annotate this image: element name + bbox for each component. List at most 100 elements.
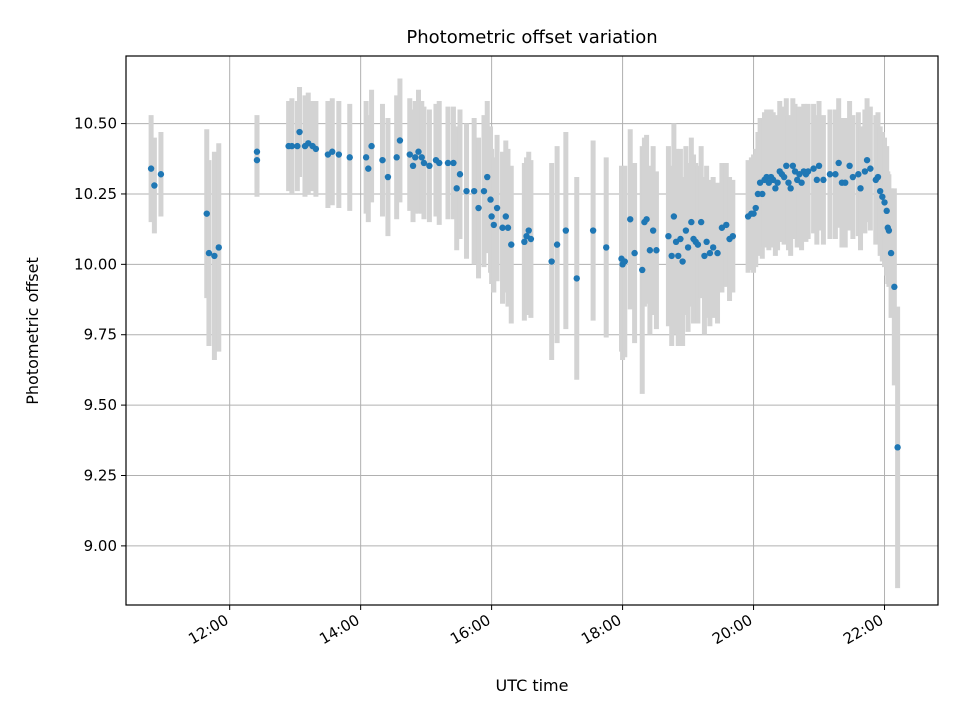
- data-point: [463, 187, 470, 195]
- data-point: [887, 249, 895, 257]
- data-point: [362, 154, 370, 161]
- data-point: [490, 221, 498, 229]
- data-point: [714, 249, 721, 257]
- data-point: [488, 213, 495, 220]
- data-point: [846, 162, 853, 169]
- data-point: [205, 249, 213, 257]
- data-point: [409, 162, 417, 169]
- data-point: [412, 154, 419, 161]
- data-point: [502, 213, 510, 220]
- data-point: [211, 252, 218, 260]
- data-point: [329, 148, 336, 155]
- data-point: [508, 241, 515, 248]
- data-point: [649, 227, 657, 234]
- data-point: [861, 168, 869, 175]
- data-point: [215, 244, 222, 251]
- data-point: [603, 244, 610, 251]
- data-point: [203, 210, 210, 217]
- data-point: [553, 241, 561, 248]
- data-point: [785, 179, 792, 186]
- data-point: [701, 252, 708, 260]
- y-tick-label: 10.00: [74, 255, 117, 273]
- data-point: [147, 165, 155, 172]
- data-point: [857, 185, 864, 192]
- data-point: [527, 235, 535, 243]
- y-tick-label: 10.25: [74, 185, 117, 203]
- data-point: [752, 204, 759, 212]
- data-point: [573, 275, 580, 282]
- data-point: [813, 176, 821, 184]
- data-point: [697, 218, 705, 226]
- data-point: [670, 213, 678, 220]
- data-point: [294, 142, 301, 150]
- data-point: [810, 165, 817, 172]
- data-point: [759, 190, 766, 198]
- data-point: [453, 185, 460, 192]
- data-point: [450, 159, 457, 167]
- data-point: [789, 162, 797, 169]
- data-point: [365, 165, 372, 172]
- data-point: [589, 227, 597, 234]
- data-point: [480, 187, 488, 195]
- data-point: [729, 232, 737, 240]
- data-point: [820, 176, 827, 184]
- data-point: [470, 187, 478, 195]
- data-point: [675, 252, 682, 260]
- data-points: [147, 128, 901, 451]
- data-point: [885, 227, 893, 234]
- data-point: [484, 173, 491, 181]
- data-point: [881, 199, 888, 206]
- data-point: [627, 216, 634, 223]
- data-point: [493, 204, 501, 212]
- data-point: [780, 173, 788, 181]
- data-point: [157, 171, 165, 178]
- data-point: [548, 258, 555, 265]
- data-point: [436, 159, 443, 167]
- data-point: [879, 193, 886, 200]
- data-point: [253, 148, 261, 155]
- data-point: [832, 171, 839, 178]
- data-point: [499, 224, 506, 231]
- data-point: [253, 156, 261, 164]
- data-point: [688, 218, 695, 226]
- data-point: [346, 154, 353, 161]
- data-point: [787, 185, 794, 192]
- data-point: [487, 196, 494, 203]
- y-tick-label: 9.25: [84, 466, 117, 484]
- data-point: [151, 182, 158, 189]
- data-point: [396, 137, 404, 144]
- data-point: [418, 154, 425, 161]
- data-point: [312, 145, 320, 153]
- data-point: [855, 171, 862, 178]
- data-point: [504, 224, 512, 231]
- data-point: [798, 179, 805, 186]
- data-point: [643, 216, 650, 223]
- data-point: [750, 210, 757, 217]
- y-tick-label: 9.00: [84, 537, 117, 555]
- data-point: [783, 162, 790, 169]
- y-tick-label: 10.50: [74, 115, 117, 133]
- data-point: [621, 258, 628, 265]
- data-point: [668, 252, 675, 260]
- y-axis-title: Photometric offset: [23, 257, 42, 405]
- data-point: [709, 244, 717, 251]
- y-tick-label: 9.50: [84, 396, 117, 414]
- data-point: [849, 173, 857, 181]
- data-point: [694, 241, 702, 248]
- data-point: [426, 162, 433, 169]
- data-point: [863, 156, 871, 164]
- data-point: [772, 185, 779, 192]
- data-point: [826, 171, 834, 178]
- data-point: [874, 173, 882, 181]
- data-point: [296, 128, 303, 136]
- data-point: [706, 249, 714, 257]
- x-axis-title: UTC time: [496, 676, 569, 695]
- data-point: [679, 258, 686, 265]
- data-point: [894, 444, 901, 451]
- data-point: [415, 148, 422, 155]
- data-point: [639, 266, 646, 274]
- data-point: [562, 227, 570, 234]
- data-point: [420, 159, 428, 167]
- data-point: [653, 247, 660, 254]
